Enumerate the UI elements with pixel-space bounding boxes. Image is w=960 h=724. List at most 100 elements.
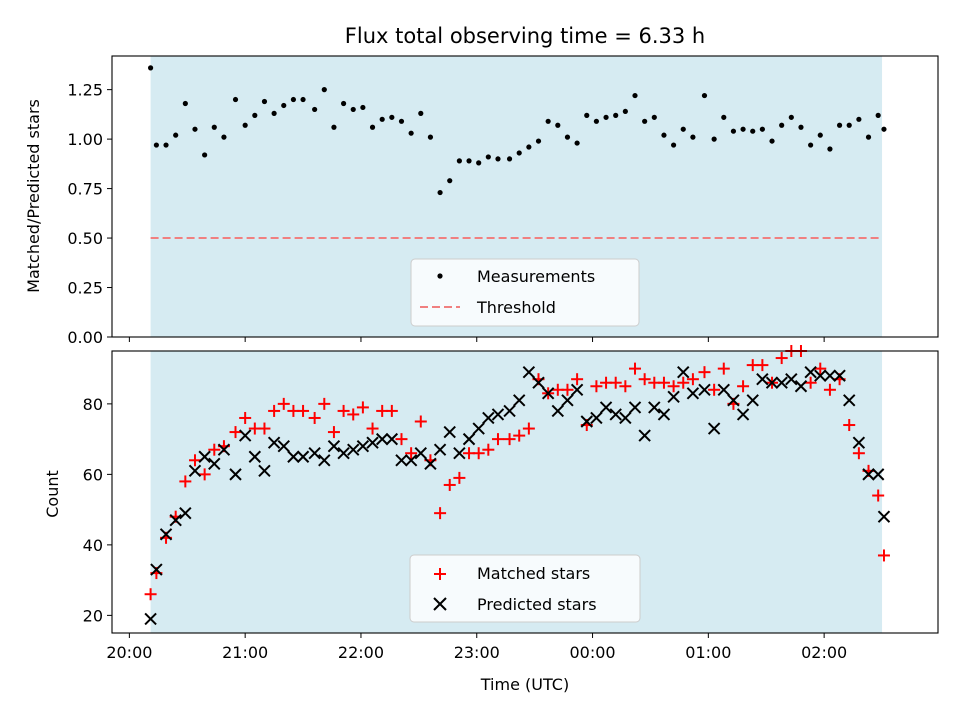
matched-star-point <box>823 383 836 396</box>
predicted-star-point <box>638 429 651 442</box>
matched-star-point <box>698 366 711 379</box>
matched-star-point <box>677 376 690 389</box>
predicted-star-point <box>599 401 613 414</box>
measurement-point <box>340 100 347 107</box>
predicted-star-point <box>522 365 536 379</box>
matched-star-point <box>179 475 192 488</box>
predicted-star-point <box>590 411 603 425</box>
predicted-star-point <box>277 439 290 453</box>
predicted-star-point <box>667 390 680 404</box>
matched-star-point <box>590 380 603 393</box>
matched-star-point <box>852 447 865 460</box>
predicted-star-point <box>686 387 700 400</box>
x-tick-label: 22:00 <box>338 643 384 662</box>
matched-star-point <box>522 422 535 435</box>
legend-matched-label: Matched stars <box>477 564 590 583</box>
predicted-star-point <box>513 394 526 407</box>
measurement-point <box>526 144 532 150</box>
measurement-point <box>651 114 657 120</box>
measurement-point <box>680 126 686 132</box>
matched-star-point <box>188 454 201 467</box>
measurement-point <box>711 136 717 142</box>
predicted-star-point <box>609 408 622 421</box>
predicted-star-point <box>296 450 310 463</box>
predicted-star-point <box>852 436 866 449</box>
bottom-y-tick-label: 40 <box>83 536 103 555</box>
predicted-star-point <box>561 394 574 407</box>
measurement-point <box>750 128 756 134</box>
predicted-star-point <box>862 468 875 481</box>
predicted-star-point <box>347 443 360 456</box>
measurement-point <box>221 134 227 140</box>
predicted-star-point <box>804 365 817 379</box>
measurement-point <box>661 132 667 138</box>
matched-star-point <box>144 588 157 601</box>
matched-star-point <box>571 373 584 386</box>
measurement-point <box>574 140 580 146</box>
measurement-point <box>427 134 434 140</box>
chart-title: Flux total observing time = 6.33 h <box>345 24 705 48</box>
measurement-point <box>730 128 737 134</box>
measurement-point <box>466 158 472 164</box>
x-tick-label: 01:00 <box>685 643 731 662</box>
predicted-star-point <box>871 468 885 481</box>
predicted-star-point <box>169 513 182 527</box>
measurement-point <box>846 122 852 128</box>
predicted-star-point <box>356 439 370 453</box>
predicted-star-point <box>775 376 788 389</box>
predicted-star-point <box>814 369 827 382</box>
measurement-point <box>350 106 356 113</box>
matched-star-point <box>775 352 788 365</box>
measurement-point <box>545 118 551 124</box>
measurement-point <box>476 160 482 166</box>
predicted-star-point <box>707 422 721 435</box>
matched-star-point <box>804 376 817 389</box>
predicted-star-point <box>433 443 447 456</box>
measurement-point <box>485 154 491 160</box>
top-legend-box <box>410 258 640 327</box>
measurement-point <box>242 122 248 128</box>
predicted-star-point <box>794 380 808 393</box>
predicted-star-point <box>491 408 505 421</box>
matched-star-point <box>717 362 730 375</box>
matched-star-point <box>609 376 622 389</box>
measurement-points <box>147 65 887 196</box>
measurement-point <box>447 178 453 184</box>
matched-star-point <box>395 433 408 446</box>
matched-star-point <box>513 429 526 442</box>
predicted-star-point <box>318 454 331 467</box>
bottom-y-tick-label: 20 <box>83 606 103 625</box>
matched-star-point <box>229 426 242 439</box>
measurement-point <box>632 92 638 99</box>
measurement-point <box>290 96 297 103</box>
predicted-star-point <box>229 468 242 481</box>
measurement-point <box>642 118 648 124</box>
measurement-point <box>856 116 862 122</box>
bottom-legend: Matched stars Predicted stars <box>409 554 641 623</box>
measurement-point <box>418 110 424 116</box>
predicted-stars-points <box>144 365 891 626</box>
x-tick-label: 02:00 <box>801 643 847 662</box>
matched-star-point <box>843 419 856 432</box>
bottom-y-axis: 20 40 60 80 <box>83 395 112 625</box>
predicted-star-point <box>404 454 418 467</box>
matched-star-point <box>327 426 340 439</box>
predicted-star-point <box>472 422 485 435</box>
matched-star-point <box>297 404 310 417</box>
predicted-star-point <box>746 394 759 407</box>
matched-star-point <box>491 433 504 446</box>
predicted-star-point <box>414 447 427 460</box>
predicted-star-point <box>541 387 555 400</box>
measurement-point <box>182 100 188 107</box>
measurement-point <box>379 116 385 122</box>
predicted-star-point <box>532 376 545 389</box>
measurement-point <box>690 134 696 140</box>
bottom-legend-box <box>409 554 641 623</box>
measurement-point <box>564 134 571 140</box>
measurement-point <box>836 122 843 128</box>
measurement-point <box>593 118 600 124</box>
measurement-point <box>875 112 881 118</box>
measurement-point <box>271 110 277 116</box>
measurement-point <box>331 124 337 130</box>
measurement-point <box>721 114 727 120</box>
